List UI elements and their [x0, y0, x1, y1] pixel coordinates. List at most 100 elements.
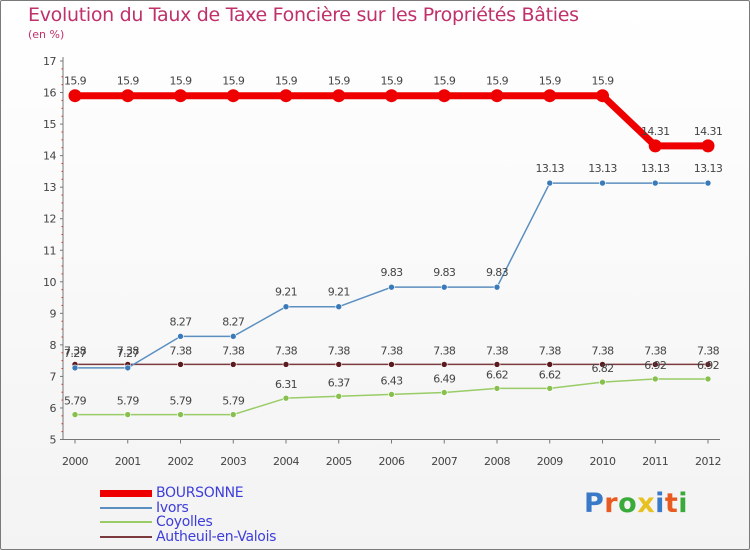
data-point-ivors	[124, 364, 132, 372]
data-point-autheuil-en-valois	[177, 361, 184, 368]
data-label-ivors: 13.13	[694, 162, 723, 175]
legend-item-boursonne: BOURSONNE	[100, 485, 244, 501]
data-label-autheuil-en-valois: 7.38	[64, 344, 87, 357]
data-label-boursonne: 15.9	[169, 75, 192, 88]
logo-letter: i	[678, 488, 689, 519]
y-tick-label: 17	[43, 55, 56, 68]
y-tick-label: 12	[43, 213, 56, 226]
data-label-boursonne: 14.31	[641, 125, 670, 138]
data-point-coyolles	[71, 411, 79, 418]
data-label-boursonne: 15.9	[275, 75, 298, 88]
y-tick-label: 10	[43, 276, 56, 289]
legend-item-coyolles: Coyolles	[100, 514, 213, 530]
data-point-autheuil-en-valois	[493, 361, 501, 368]
data-point-coyolles	[335, 392, 343, 400]
data-point-ivors	[388, 283, 395, 291]
data-point-boursonne	[543, 89, 557, 103]
data-label-coyolles: 5.79	[117, 395, 140, 408]
y-tick-label: 15	[43, 118, 56, 131]
data-label-boursonne: 15.9	[64, 75, 87, 88]
data-label-ivors: 13.13	[536, 162, 565, 175]
legend-label: Ivors	[156, 500, 189, 516]
data-label-coyolles: 6.49	[433, 373, 456, 386]
data-label-boursonne: 15.9	[591, 75, 614, 88]
data-point-ivors	[651, 179, 659, 187]
data-point-ivors	[335, 303, 343, 311]
data-point-coyolles	[177, 411, 184, 418]
y-tick-label: 5	[50, 434, 57, 447]
y-tick-label: 11	[43, 244, 56, 257]
data-point-boursonne	[596, 89, 609, 103]
data-label-boursonne: 15.9	[380, 75, 403, 88]
data-label-ivors: 9.83	[380, 266, 403, 279]
data-label-autheuil-en-valois: 7.38	[222, 344, 245, 357]
logo-letter: r	[604, 488, 619, 519]
data-label-autheuil-en-valois: 7.38	[486, 344, 509, 357]
data-label-ivors: 9.83	[486, 266, 509, 279]
legend-swatch-boursonne	[100, 489, 152, 497]
data-label-autheuil-en-valois: 7.38	[697, 344, 720, 357]
y-tick-label: 7	[50, 370, 57, 383]
x-tick-label: 2003	[220, 455, 246, 468]
legend-label: BOURSONNE	[156, 485, 244, 501]
data-label-autheuil-en-valois: 7.38	[591, 344, 614, 357]
x-tick-label: 2000	[62, 455, 88, 468]
x-tick-label: 2001	[115, 455, 141, 468]
logo-letter: x	[637, 488, 656, 519]
data-point-boursonne	[121, 89, 135, 103]
chart-title: Evolution du Taux de Taxe Foncière sur l…	[28, 4, 579, 26]
data-point-coyolles	[599, 378, 606, 386]
data-label-coyolles: 6.31	[275, 378, 297, 391]
data-label-ivors: 13.13	[588, 162, 617, 175]
data-point-coyolles	[546, 385, 554, 392]
data-point-boursonne	[226, 89, 240, 103]
data-label-autheuil-en-valois: 7.38	[380, 344, 403, 357]
x-tick-label: 2005	[326, 455, 352, 468]
data-point-coyolles	[651, 375, 659, 383]
data-point-autheuil-en-valois	[282, 361, 290, 368]
data-label-ivors: 8.27	[222, 315, 245, 328]
data-label-ivors: 7.27	[117, 347, 140, 360]
x-tick-label: 2009	[537, 455, 563, 468]
x-tick-label: 2004	[273, 455, 299, 468]
data-point-boursonne	[174, 89, 187, 103]
data-point-autheuil-en-valois	[440, 361, 448, 368]
data-point-autheuil-en-valois	[704, 361, 712, 368]
data-label-autheuil-en-valois: 7.38	[328, 344, 351, 357]
y-tick-label: 14	[43, 150, 56, 163]
data-label-ivors: 9.83	[433, 266, 456, 279]
x-tick-label: 2006	[379, 455, 405, 468]
x-tick-label: 2008	[484, 455, 510, 468]
legend-swatch-ivors	[100, 507, 152, 509]
data-point-ivors	[440, 283, 448, 291]
data-label-boursonne: 15.9	[486, 75, 509, 88]
data-point-boursonne	[68, 89, 82, 103]
x-tick-label: 2012	[695, 455, 721, 468]
legend-label: Autheuil-en-Valois	[156, 529, 277, 545]
data-point-autheuil-en-valois	[599, 361, 606, 368]
legend-swatch-coyolles	[100, 521, 152, 523]
data-label-coyolles: 6.43	[380, 374, 403, 387]
data-point-coyolles	[704, 375, 712, 383]
data-label-ivors: 9.21	[328, 286, 350, 299]
data-point-boursonne	[437, 89, 451, 103]
data-label-boursonne: 15.9	[222, 75, 245, 88]
data-label-coyolles: 6.62	[539, 368, 561, 381]
proxiti-logo: Proxiti	[584, 488, 688, 519]
legend-item-ivors: Ivors	[100, 500, 189, 516]
data-point-ivors	[229, 333, 237, 340]
x-tick-label: 2011	[642, 455, 668, 468]
data-label-coyolles: 6.92	[644, 359, 666, 372]
data-point-autheuil-en-valois	[388, 361, 395, 368]
data-point-boursonne	[385, 89, 398, 103]
data-point-ivors	[71, 364, 79, 372]
data-point-ivors	[493, 283, 501, 291]
data-point-boursonne	[490, 89, 504, 103]
data-label-boursonne: 15.9	[433, 75, 456, 88]
data-point-coyolles	[493, 385, 501, 392]
logo-letter: i	[655, 488, 665, 519]
data-point-coyolles	[440, 389, 448, 396]
data-label-autheuil-en-valois: 7.38	[539, 344, 562, 357]
y-tick-label: 8	[50, 339, 57, 352]
data-label-autheuil-en-valois: 7.38	[117, 344, 140, 357]
